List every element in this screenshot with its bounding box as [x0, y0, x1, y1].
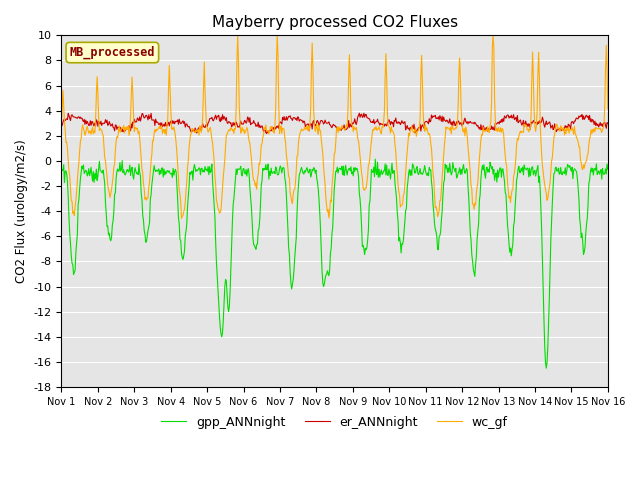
er_ANNnight — [67, 113, 75, 119]
wc_gf — [178, 216, 186, 221]
gpp_ANNnight — [543, 365, 550, 371]
er_ANNnight — [208, 114, 216, 120]
wc_gf — [604, 106, 612, 111]
er_ANNnight — [355, 110, 363, 116]
er_ANNnight — [124, 124, 131, 130]
er_ANNnight — [58, 122, 65, 128]
Title: Mayberry processed CO2 Fluxes: Mayberry processed CO2 Fluxes — [212, 15, 458, 30]
er_ANNnight — [419, 122, 426, 128]
gpp_ANNnight — [604, 167, 612, 172]
gpp_ANNnight — [179, 256, 187, 262]
er_ANNnight — [403, 124, 410, 130]
gpp_ANNnight — [67, 253, 75, 259]
Text: MB_processed: MB_processed — [70, 46, 155, 59]
gpp_ANNnight — [124, 167, 131, 172]
Line: wc_gf: wc_gf — [61, 36, 608, 218]
wc_gf — [209, 140, 216, 146]
wc_gf — [58, 120, 65, 126]
wc_gf — [124, 126, 131, 132]
wc_gf — [234, 33, 241, 38]
Legend: gpp_ANNnight, er_ANNnight, wc_gf: gpp_ANNnight, er_ANNnight, wc_gf — [156, 410, 513, 433]
wc_gf — [67, 198, 75, 204]
gpp_ANNnight — [208, 161, 216, 167]
wc_gf — [180, 209, 188, 215]
er_ANNnight — [604, 120, 612, 126]
er_ANNnight — [179, 118, 187, 124]
wc_gf — [403, 158, 410, 164]
gpp_ANNnight — [371, 156, 379, 162]
gpp_ANNnight — [402, 207, 410, 213]
Line: gpp_ANNnight: gpp_ANNnight — [61, 159, 608, 368]
Line: er_ANNnight: er_ANNnight — [61, 113, 608, 133]
gpp_ANNnight — [418, 170, 426, 176]
Y-axis label: CO2 Flux (urology/m2/s): CO2 Flux (urology/m2/s) — [15, 139, 28, 283]
gpp_ANNnight — [58, 166, 65, 171]
wc_gf — [419, 78, 426, 84]
er_ANNnight — [263, 131, 271, 136]
